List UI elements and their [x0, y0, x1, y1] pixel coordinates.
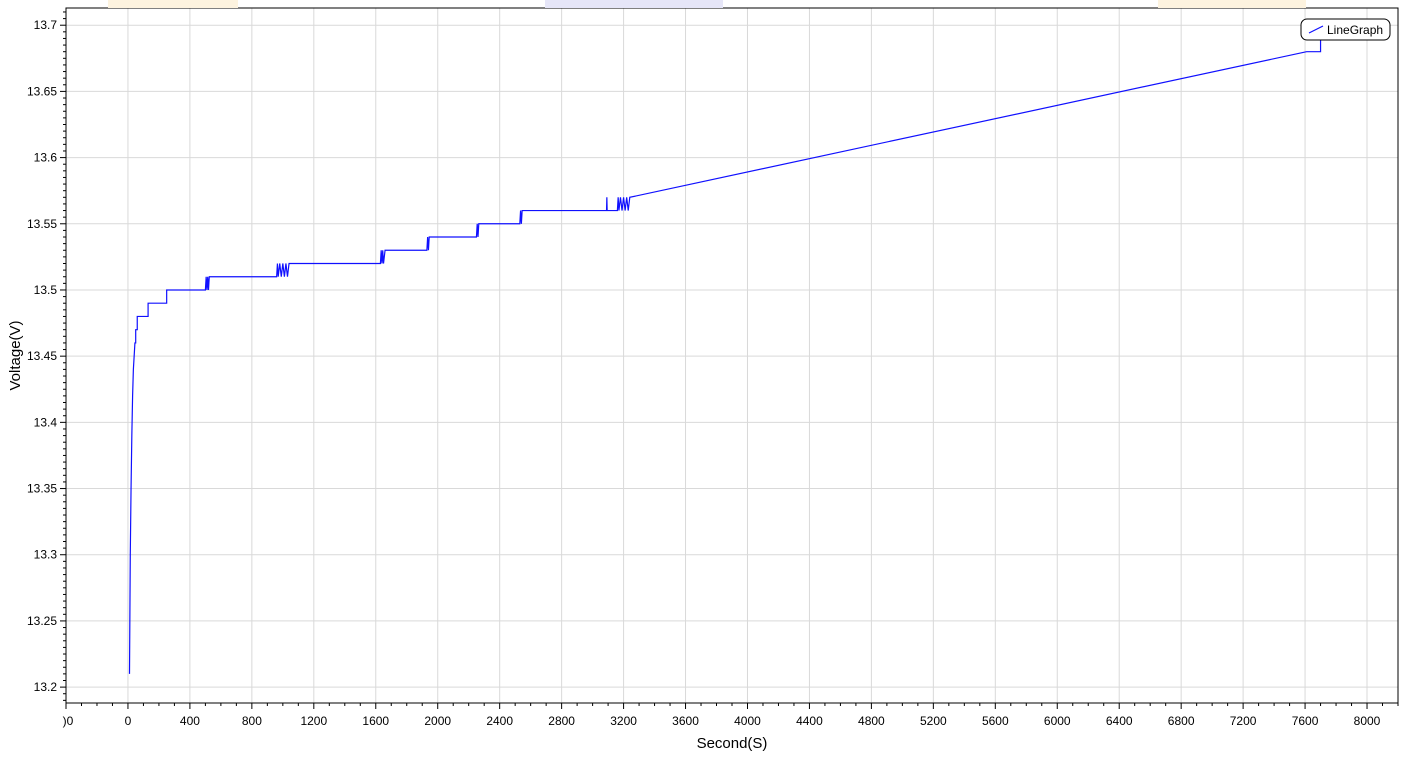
y-tick-label: 13.35: [27, 482, 57, 496]
y-tick-label: 13.65: [27, 84, 57, 98]
x-tick-label: 2400: [486, 714, 513, 728]
y-tick-label: 13.25: [27, 614, 57, 628]
y-tick-label: 13.5: [34, 283, 58, 297]
legend[interactable]: LineGraph: [1300, 18, 1391, 41]
legend-swatch-linegraph: [1308, 25, 1324, 34]
grid: [66, 8, 1398, 703]
y-axis: 13.2 13.25 13.3 13.35 13.4 13.45 13.5 13.55 13.6…: [27, 18, 66, 694]
x-tick-label: 1600: [362, 714, 389, 728]
y-tick-label: 13.4: [34, 415, 58, 429]
plot-frame: [65, 7, 1399, 704]
y-tick-label: 13.2: [34, 680, 58, 694]
x-axis: )0 0 400 800 1200 1600 2000 2400 2800 3200 3600 400…: [63, 703, 1381, 728]
series-line-linegraph: [128, 37, 1324, 674]
x-tick-label: 0: [125, 714, 132, 728]
x-axis-title: Second(S): [697, 735, 768, 752]
x-tick-label: 4000: [734, 714, 761, 728]
x-tick-label: 800: [242, 714, 262, 728]
y-tick-label: 13.55: [27, 217, 57, 231]
x-tick-label: 2800: [548, 714, 575, 728]
x-tick-label: 4400: [796, 714, 823, 728]
x-tick-label: 7600: [1292, 714, 1319, 728]
x-tick-label: 7200: [1230, 714, 1257, 728]
series-layer: [128, 37, 1324, 674]
y-tick-label: 13.6: [34, 151, 58, 165]
x-tick-label: 6800: [1168, 714, 1195, 728]
x-tick-label: 5600: [982, 714, 1009, 728]
minor-ticks: [63, 11, 1399, 706]
x-tick-label: 6400: [1106, 714, 1133, 728]
x-tick-label: 4800: [858, 714, 885, 728]
x-tick-label: )0: [63, 714, 74, 728]
x-tick-label: 6000: [1044, 714, 1071, 728]
x-tick-label: 3200: [610, 714, 637, 728]
y-tick-label: 13.3: [34, 548, 58, 562]
y-tick-label: 13.45: [27, 349, 57, 363]
legend-box: [1300, 18, 1391, 41]
x-tick-label: 5200: [920, 714, 947, 728]
x-tick-label: 3600: [672, 714, 699, 728]
background-band: [545, 0, 723, 8]
background-band: [108, 0, 238, 8]
x-tick-label: 2000: [424, 714, 451, 728]
y-tick-label: 13.7: [34, 18, 58, 32]
background-band: [1158, 0, 1306, 8]
x-tick-label: 1200: [300, 714, 327, 728]
x-tick-label: 8000: [1354, 714, 1381, 728]
x-tick-label: 400: [180, 714, 200, 728]
legend-label-linegraph: LineGraph: [1327, 23, 1383, 37]
y-axis-title: Voltage(V): [7, 320, 24, 390]
